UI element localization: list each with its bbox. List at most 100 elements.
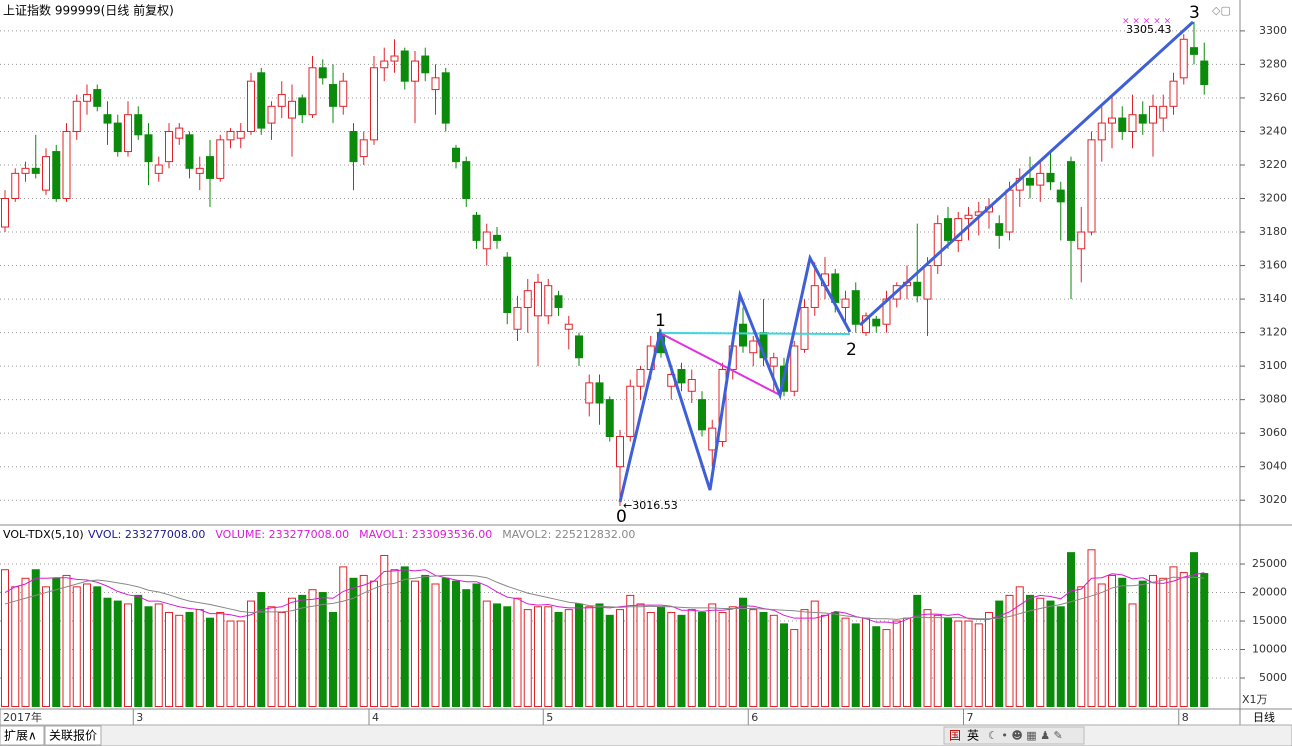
volume-bar bbox=[1056, 606, 1065, 707]
volume-bar bbox=[687, 609, 696, 708]
candle-body bbox=[482, 231, 491, 250]
candle-body bbox=[318, 67, 327, 79]
candle-body bbox=[954, 218, 963, 241]
candle-body bbox=[31, 167, 40, 174]
volume-bar bbox=[554, 611, 563, 708]
legend-entry: VOLUME: 233277008.00 bbox=[215, 528, 349, 541]
volume-bar bbox=[708, 603, 717, 708]
candle-body bbox=[400, 50, 409, 82]
volume-bar bbox=[482, 600, 491, 707]
y-tick-label: 3040 bbox=[1259, 460, 1287, 473]
volume-bar bbox=[462, 589, 471, 708]
volume-bar bbox=[575, 603, 583, 708]
candle-body bbox=[1077, 231, 1086, 250]
candle-body bbox=[749, 340, 758, 354]
y-tick-label: 3140 bbox=[1259, 292, 1287, 305]
volume-bar bbox=[134, 594, 143, 708]
legend-entry: MAVOL2: 225212832.00 bbox=[502, 528, 635, 541]
y-tick-label: 3220 bbox=[1259, 158, 1287, 171]
volume-bar bbox=[1097, 583, 1106, 708]
candle-body bbox=[810, 285, 819, 308]
candle-body bbox=[236, 130, 245, 139]
tab[interactable] bbox=[0, 725, 45, 746]
volume-bar bbox=[247, 600, 255, 707]
candle-body bbox=[154, 164, 163, 174]
ime-status[interactable]: 国 bbox=[949, 729, 961, 743]
volume-bar bbox=[944, 617, 952, 708]
volume-bar bbox=[400, 566, 409, 708]
y-tick-label: 20000 bbox=[1252, 586, 1287, 599]
volume-bar bbox=[769, 614, 778, 707]
volume-bar bbox=[1026, 594, 1034, 708]
volume-bar bbox=[421, 574, 430, 708]
volume-bar bbox=[698, 611, 706, 708]
volume-bar bbox=[872, 626, 881, 708]
tab-label[interactable]: 扩展∧ bbox=[4, 729, 37, 743]
volume-bar bbox=[226, 620, 235, 707]
candle-body bbox=[769, 357, 778, 367]
candle-body bbox=[1169, 80, 1178, 107]
annotation: 3305.43 bbox=[1126, 23, 1172, 36]
volume-bar bbox=[236, 620, 245, 707]
volume-bar bbox=[1190, 552, 1198, 708]
candle-body bbox=[995, 223, 1004, 236]
candle-body bbox=[544, 285, 553, 317]
tab-label[interactable]: 关联报价 bbox=[49, 728, 97, 743]
x-tick-label: 2017年 bbox=[3, 710, 42, 724]
candle-body bbox=[195, 167, 204, 174]
candle-body bbox=[83, 94, 91, 102]
volume-bar bbox=[831, 611, 840, 708]
candle-body bbox=[1097, 122, 1106, 141]
volume-bar bbox=[513, 597, 522, 708]
candle-body bbox=[298, 97, 307, 116]
candle-body bbox=[267, 105, 276, 124]
volume-bar bbox=[298, 594, 307, 708]
candle-body bbox=[913, 281, 922, 297]
candle-body bbox=[1005, 189, 1014, 233]
candle-body bbox=[411, 60, 419, 82]
candle-body bbox=[11, 172, 20, 200]
candle-body bbox=[52, 151, 61, 200]
volume-bar bbox=[595, 603, 604, 708]
candle-body bbox=[226, 130, 235, 141]
candle-body bbox=[1190, 47, 1198, 55]
window-icons[interactable]: ◇▢ bbox=[1212, 4, 1231, 17]
candle-body bbox=[185, 134, 194, 169]
candle-body bbox=[206, 156, 214, 179]
ime-status[interactable]: 英 bbox=[967, 729, 979, 743]
volume-title: VOL-TDX(5,10) bbox=[3, 528, 84, 541]
volume-bar bbox=[903, 617, 911, 708]
y-tick-label: 3300 bbox=[1259, 24, 1287, 37]
volume-bar bbox=[534, 606, 542, 707]
low-label: ←3016.53 bbox=[623, 499, 678, 512]
volume-bar bbox=[1138, 580, 1147, 708]
volume-bar bbox=[472, 583, 481, 708]
candle-body bbox=[103, 114, 112, 124]
volume-bar bbox=[667, 611, 676, 708]
volume-bar bbox=[1, 569, 9, 707]
candle-body bbox=[1046, 172, 1055, 183]
ime-icons[interactable]: ☾ • ☻ ▦ ♟ ✎ bbox=[988, 729, 1063, 742]
candle-body bbox=[1026, 177, 1034, 186]
volume-bar bbox=[913, 594, 922, 708]
y-tick-label: 25000 bbox=[1252, 557, 1287, 570]
volume-bar bbox=[964, 620, 973, 707]
candle-body bbox=[800, 306, 809, 350]
candle-body bbox=[349, 130, 358, 163]
candle-body bbox=[359, 139, 368, 158]
volume-bar bbox=[985, 611, 993, 708]
y-tick-label: 3240 bbox=[1259, 124, 1287, 137]
candle-body bbox=[1108, 117, 1116, 124]
volume-bar bbox=[308, 589, 317, 708]
volume-bar bbox=[1169, 566, 1178, 708]
candle-body bbox=[42, 156, 50, 191]
volume-bar bbox=[1149, 574, 1157, 708]
candle-body bbox=[257, 72, 266, 129]
tab[interactable] bbox=[44, 725, 102, 746]
marker: × × × × × bbox=[1122, 17, 1171, 27]
candle-body bbox=[698, 399, 706, 431]
candle-body bbox=[288, 100, 296, 119]
volume-bar bbox=[626, 594, 635, 708]
candle-body bbox=[339, 80, 348, 107]
